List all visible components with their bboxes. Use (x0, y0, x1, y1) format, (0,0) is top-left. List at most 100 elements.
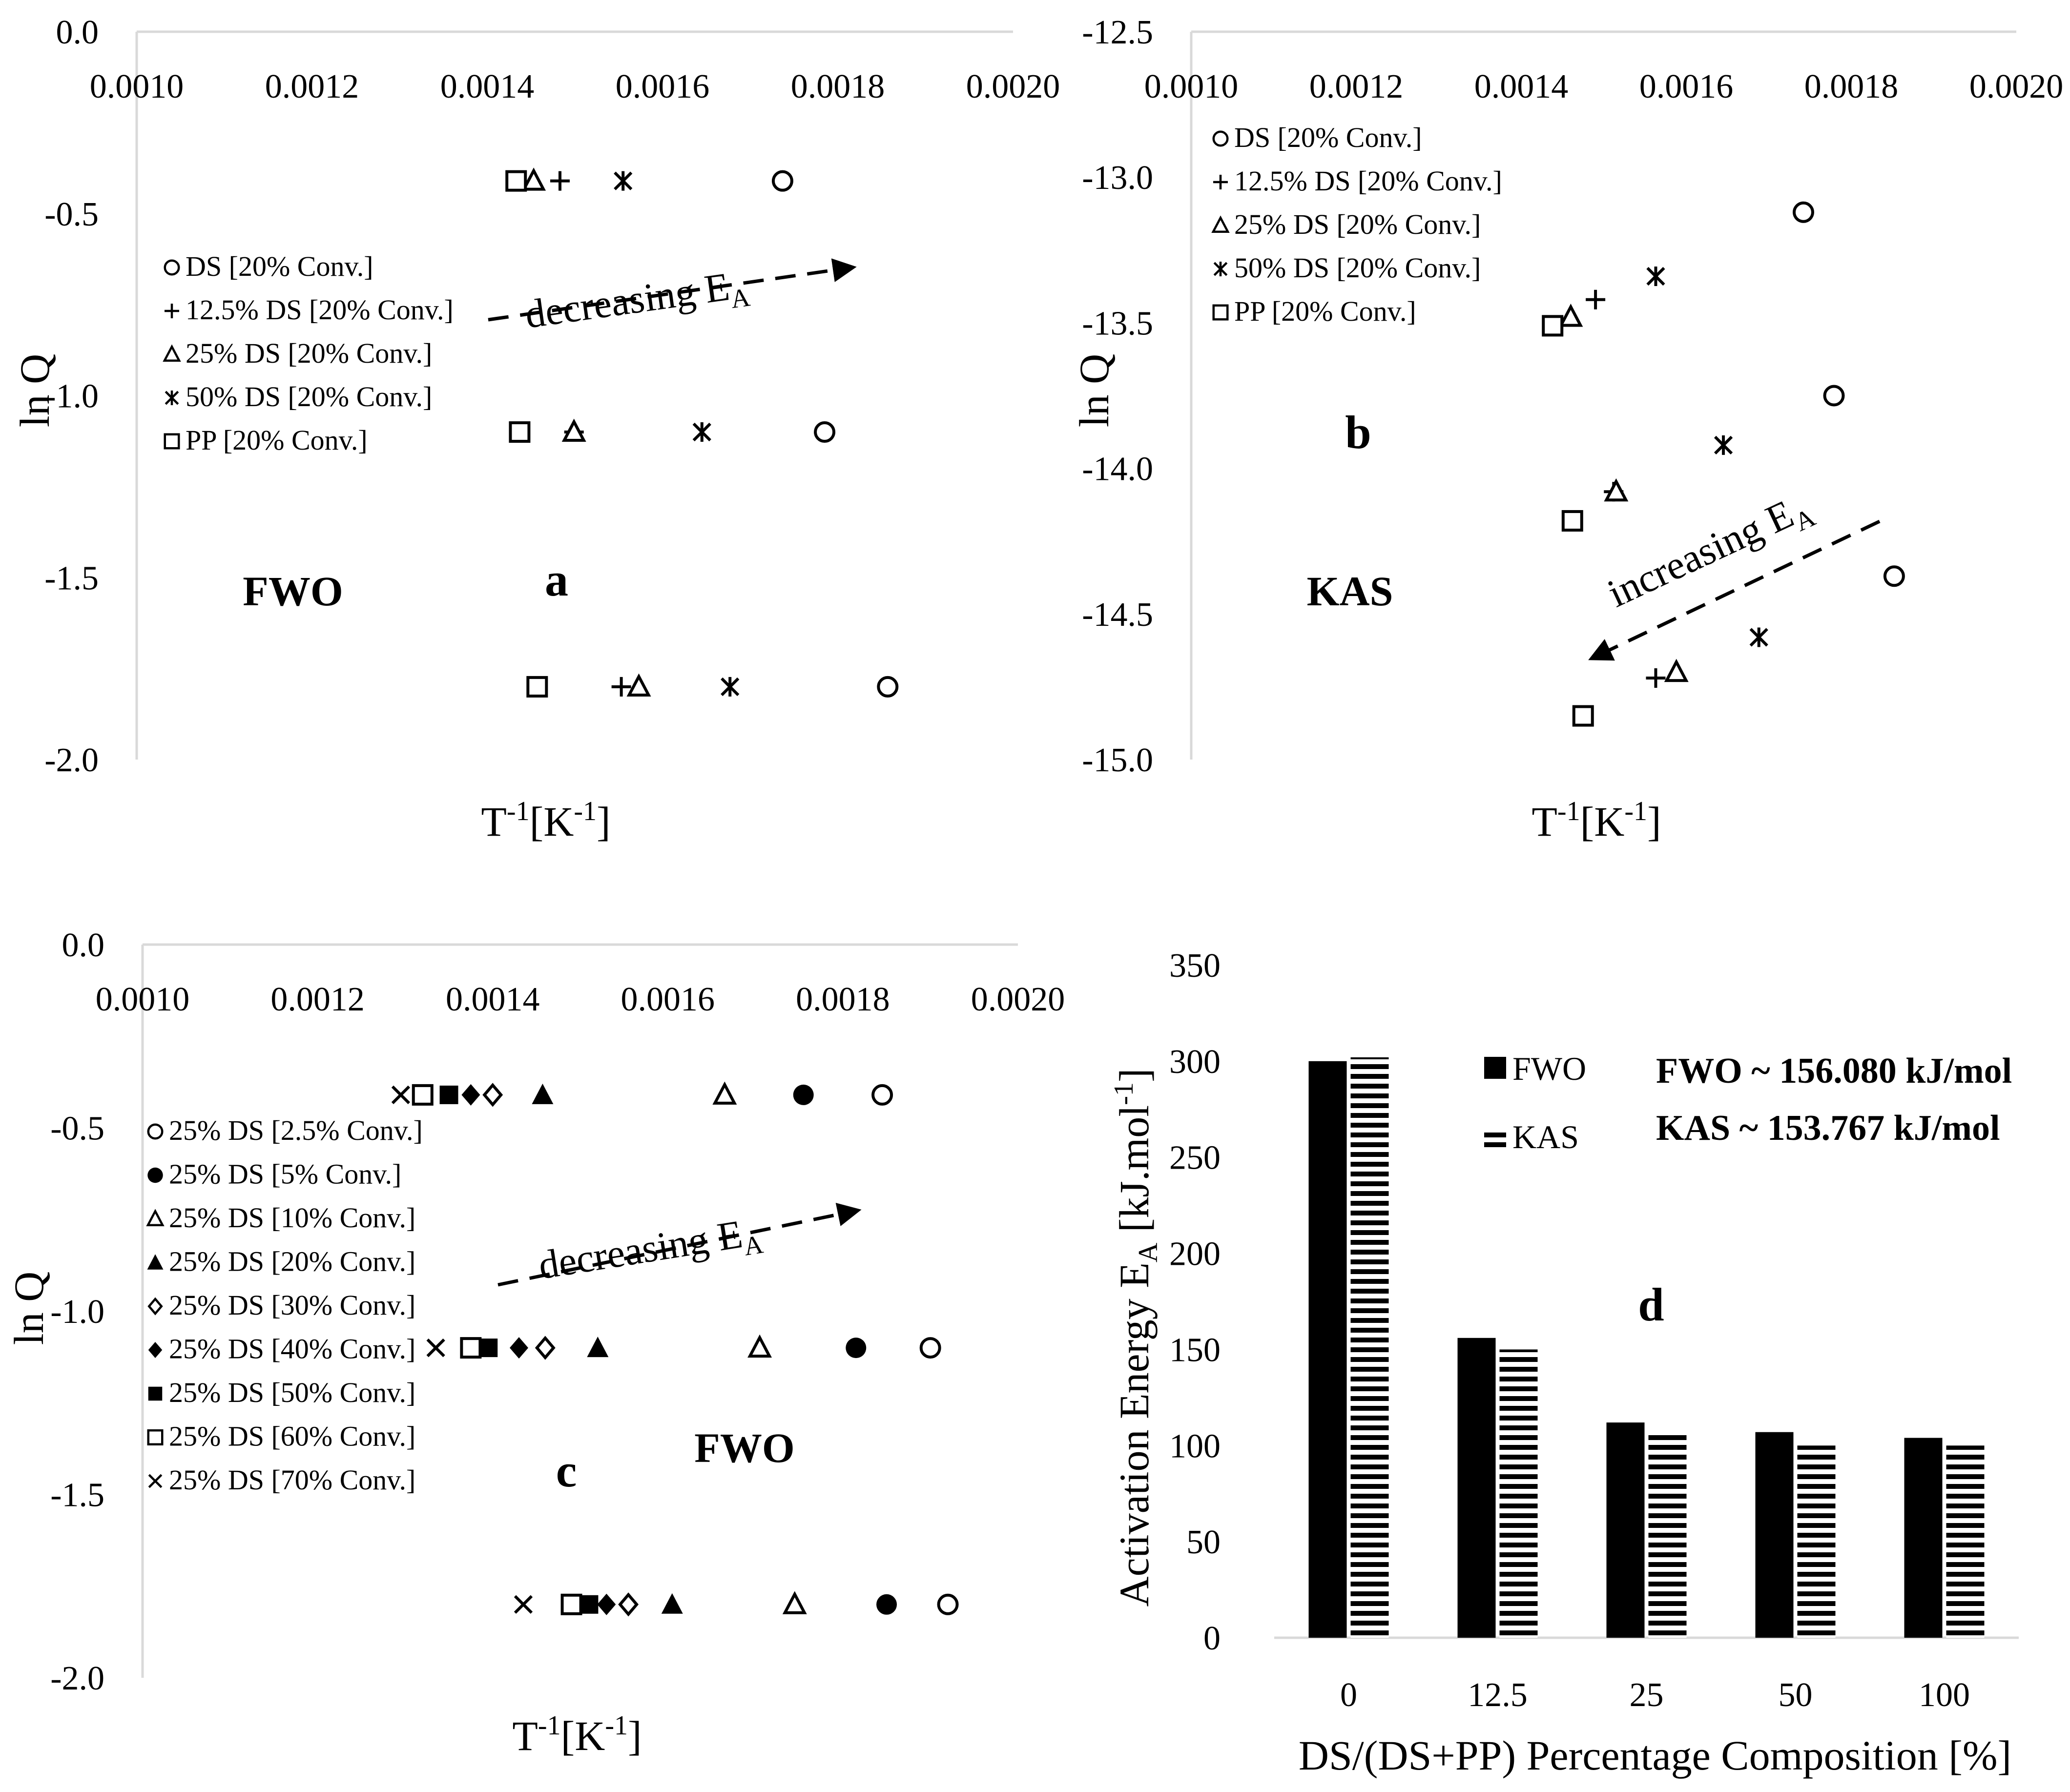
panel-d-x-axis-label: DS/(DS+PP) Percentage Composition [%] (1299, 1732, 2011, 1779)
panel-c-data-point (426, 1338, 445, 1358)
panel-b-legend-marker (1211, 215, 1230, 233)
panel-a-data-point (626, 673, 651, 697)
panel-b-x-tick-label: 0.0016 (1639, 68, 1734, 105)
panel-a-y-axis-label: ln Q (11, 354, 58, 428)
panel-d-y-tick-label: 250 (1169, 1139, 1221, 1177)
panel-d-y-tick-label: 0 (1203, 1620, 1221, 1657)
panel-a-trend-annotation: decreasing EA (488, 258, 857, 343)
panel-c-legend-label: 25% DS [30% Conv.] (169, 1289, 415, 1321)
panel-b-data-point (1561, 510, 1583, 532)
panel-c-legend-item: 25% DS [10% Conv.] (146, 1202, 415, 1234)
panel-a-data-point (877, 676, 899, 698)
panel-a-legend-label: 50% DS [20% Conv.] (186, 381, 432, 412)
panel-d-y-tick-label: 50 (1186, 1524, 1221, 1561)
panel-a-series-0 (771, 170, 899, 698)
panel-a-legend-item: 12.5% DS [20% Conv.] (165, 294, 454, 326)
panel-b-data-point (1542, 315, 1564, 337)
panel-d-bar-kas (1946, 1445, 1985, 1638)
panel-c-series-8 (391, 1085, 533, 1614)
panel-c-legend-item: 25% DS [40% Conv.] (148, 1333, 415, 1365)
panel-c-x-tick-label: 0.0012 (270, 981, 365, 1018)
panel-c-legend-marker (147, 1297, 163, 1316)
panel-c-trend-annotation: decreasing EA (497, 1202, 862, 1288)
panel-c-legend-label: 25% DS [40% Conv.] (169, 1333, 415, 1365)
panel-c-legend-marker (146, 1209, 165, 1226)
panel-b-data-point (1714, 435, 1733, 455)
panel-b-x-tick-label: 0.0010 (1144, 68, 1239, 105)
panel-c-data-point (461, 1084, 480, 1106)
panel-a-method-label: FWO (243, 568, 343, 615)
panel-c-data-point (412, 1084, 434, 1106)
panel-c-data-point (482, 1083, 503, 1107)
panel-b-legend-marker (1212, 304, 1229, 321)
panel-a-series-4 (505, 170, 548, 698)
panel-c-x-tick-label: 0.0016 (621, 981, 715, 1018)
panel-d-fwo-annotation: FWO ~ 156.080 kJ/mol (1656, 1051, 2012, 1091)
panel-c-series-2 (712, 1081, 807, 1614)
panel-c-data-point (514, 1595, 533, 1614)
panel-a-x-tick-label: 0.0012 (265, 68, 359, 105)
panel-c-chart: 0.0010 0.0012 0.0014 0.0016 0.0018 0.0020 0.0… (5, 927, 1065, 1759)
panel-b-y-tick-label: -13.5 (1082, 305, 1153, 342)
panel-c-legend-item: 25% DS [2.5% Conv.] (147, 1114, 423, 1146)
panel-d-y-tick-label: 300 (1169, 1043, 1221, 1081)
panel-c-x-tick-label: 0.0014 (446, 981, 540, 1018)
panel-a-trend-label: decreasing EA (522, 262, 752, 343)
panel-b-legend-item: PP [20% Conv.] (1212, 295, 1416, 327)
panel-b-data-point (1823, 385, 1845, 407)
panel-c-legend-item: 25% DS [30% Conv.] (147, 1289, 415, 1321)
panel-d-x-tick-label: 12.5 (1468, 1676, 1528, 1714)
panel-a-x-tick-label: 0.0018 (791, 68, 885, 105)
panel-c-data-point (439, 1085, 458, 1104)
panel-a-legend-marker (165, 391, 179, 405)
panel-c-series-5 (461, 1084, 616, 1615)
panel-c-data-point (712, 1081, 737, 1105)
panel-d-x-tick-label: 50 (1779, 1676, 1813, 1714)
panel-c-y-tick-label: -0.5 (50, 1110, 104, 1148)
panel-d-chart: 0 50 100 150 200 250 300 350 0 12.5 25 50 100 DS/(D… (1109, 947, 2019, 1779)
panel-a-data-point (505, 170, 527, 192)
panel-a-series-2 (521, 167, 651, 697)
panel-c-x-tick-label: 0.0018 (796, 981, 890, 1018)
panel-a-data-point (614, 171, 633, 191)
panel-b-legend-marker (1213, 262, 1228, 276)
panel-c-legend-item: 25% DS [70% Conv.] (148, 1464, 415, 1496)
panel-a-y-tick-label: -2.0 (44, 742, 99, 779)
panel-c-x-axis-label: T-1[K-1] (512, 1710, 642, 1759)
panel-c-series-7 (412, 1084, 582, 1615)
panel-b-data-point (1558, 304, 1583, 327)
panel-c-legend-marker (147, 1254, 164, 1270)
panel-b-legend-label: 50% DS [20% Conv.] (1234, 252, 1481, 284)
panel-a-data-point (721, 677, 740, 697)
panel-c-letter: c (556, 1444, 577, 1497)
panel-b-series-0 (1792, 201, 1905, 587)
panel-c-data-point (846, 1338, 867, 1359)
panel-b-legend: DS [20% Conv.] 12.5% DS [20% Conv.] 25% DS… (1211, 122, 1502, 327)
panel-c-legend-label: 25% DS [2.5% Conv.] (169, 1114, 423, 1146)
panel-b-series-2 (1558, 304, 1689, 682)
panel-a-x-tick-label: 0.0014 (440, 68, 535, 105)
panel-a-legend-item: PP [20% Conv.] (164, 424, 368, 456)
panel-b-legend-label: DS [20% Conv.] (1234, 122, 1422, 153)
panel-c-legend-marker (147, 1429, 164, 1445)
panel-a-legend-item: DS [20% Conv.] (164, 250, 373, 282)
panel-a-data-point (814, 421, 836, 443)
panel-c-data-point (919, 1337, 941, 1359)
panel-a-y-tick-label: -1.0 (44, 378, 99, 415)
panel-a-legend-marker (165, 304, 179, 318)
panel-b-y-tick-label: -14.0 (1082, 451, 1153, 488)
panel-b-trend-label: increasing EA (1601, 483, 1820, 621)
panel-b-legend-marker (1212, 130, 1229, 147)
panel-c-series-6 (439, 1085, 599, 1614)
panel-c-data-point (479, 1339, 498, 1358)
panel-c-legend-marker (147, 1123, 164, 1140)
panel-a-legend-label: DS [20% Conv.] (186, 250, 373, 282)
panel-d-bar-fwo (1457, 1338, 1496, 1638)
panel-a-data-point (526, 676, 548, 698)
panel-c-legend-item: 25% DS [5% Conv.] (147, 1158, 401, 1190)
panel-a-data-point (509, 421, 531, 443)
panel-a-legend-item: 25% DS [20% Conv.] (163, 337, 432, 369)
panel-c-legend-marker (148, 1342, 163, 1358)
panel-b-data-point (1586, 289, 1606, 309)
